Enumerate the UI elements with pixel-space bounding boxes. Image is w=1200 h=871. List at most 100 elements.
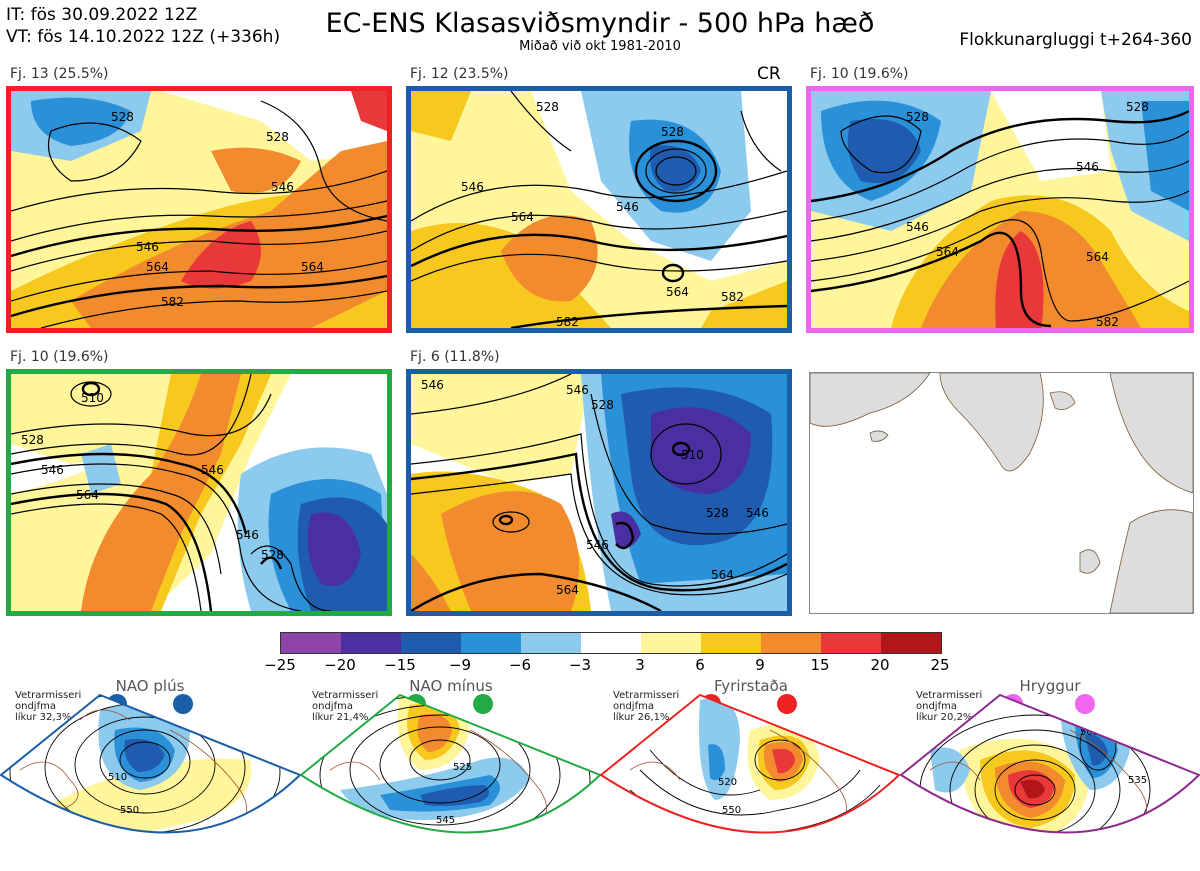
svg-text:564: 564 <box>301 260 324 274</box>
svg-text:560: 560 <box>737 832 756 843</box>
svg-text:505: 505 <box>1080 727 1099 738</box>
regime-3-map: 520 550 560 <box>601 695 899 843</box>
regime-3-name: Fyrirstaða <box>714 677 788 695</box>
regime-1-map: 510 550 <box>1 695 300 833</box>
svg-text:546: 546 <box>421 378 444 392</box>
cluster-map-5: 546 546 528 510 528 546 546 564 564 <box>406 369 792 616</box>
svg-text:520: 520 <box>718 777 737 788</box>
colorbar-swatch <box>401 633 461 653</box>
colorbar-swatch <box>521 633 581 653</box>
regime-2-map: 525 545 565 <box>301 695 600 862</box>
svg-text:546: 546 <box>746 506 769 520</box>
svg-text:528: 528 <box>906 110 929 124</box>
regime-3-info-line: ondjfma <box>613 701 654 712</box>
regime-4-name: Hryggur <box>1019 677 1081 695</box>
svg-text:528: 528 <box>661 125 684 139</box>
svg-text:525: 525 <box>453 762 472 773</box>
svg-text:582: 582 <box>1096 315 1119 328</box>
regime-4-info-line: ondjfma <box>916 701 957 712</box>
svg-text:546: 546 <box>586 538 609 552</box>
page-title: EC-ENS Klasasviðsmyndir - 500 hPa hæð <box>325 8 875 39</box>
panel-2-label: Fj. 12 (23.5%) <box>410 66 509 82</box>
svg-text:528: 528 <box>706 506 729 520</box>
svg-text:564: 564 <box>76 488 99 502</box>
colorbar <box>280 632 942 654</box>
colorbar-swatch <box>641 633 701 653</box>
svg-text:528: 528 <box>21 433 44 447</box>
svg-text:560: 560 <box>1093 836 1112 847</box>
colorbar-swatch <box>701 633 761 653</box>
header-info: IT: fös 30.09.2022 12Z VT: fös 14.10.202… <box>6 4 280 48</box>
svg-text:545: 545 <box>436 815 455 826</box>
colorbar-tick: −25 <box>264 656 296 674</box>
svg-text:546: 546 <box>201 463 224 477</box>
panel-3-label: Fj. 10 (19.6%) <box>810 66 909 82</box>
colorbar-tick: −6 <box>508 656 532 674</box>
svg-text:564: 564 <box>556 583 579 597</box>
colorbar-tick: 3 <box>635 656 645 674</box>
svg-text:528: 528 <box>1126 100 1149 114</box>
colorbar-swatch <box>281 633 341 653</box>
regime-1-name: NAO plús <box>115 677 185 695</box>
colorbar-tick: 9 <box>755 656 765 674</box>
regime-3-info: Vetrarmisseri ondjfma líkur 26,1% <box>613 690 679 723</box>
cluster-map-4: 528 510 546 546 564 546 528 <box>6 369 392 616</box>
regime-4-dot <box>1075 694 1095 714</box>
svg-text:528: 528 <box>111 110 134 124</box>
svg-text:528: 528 <box>591 398 614 412</box>
regime-1-info: Vetrarmisseri ondjfma líkur 32,3% <box>15 690 81 723</box>
regime-maps: 510 550 525 545 565 <box>0 693 1200 862</box>
svg-text:546: 546 <box>906 220 929 234</box>
regime-2-info: Vetrarmisseri ondjfma líkur 21,4% <box>312 690 378 723</box>
panel-4-label: Fj. 10 (19.6%) <box>10 349 109 365</box>
colorbar-tick: 6 <box>695 656 705 674</box>
svg-text:528: 528 <box>266 130 289 144</box>
colorbar-swatch <box>341 633 401 653</box>
svg-text:565: 565 <box>446 851 465 862</box>
colorbar-swatch <box>761 633 821 653</box>
colorbar-swatch <box>881 633 941 653</box>
cluster-map-3: 528 528 546 546 564 564 582 <box>806 86 1194 333</box>
svg-text:582: 582 <box>721 290 744 304</box>
svg-text:546: 546 <box>1076 160 1099 174</box>
svg-text:546: 546 <box>566 383 589 397</box>
svg-text:546: 546 <box>616 200 639 214</box>
svg-text:564: 564 <box>1086 250 1109 264</box>
colorbar-tick: −15 <box>384 656 416 674</box>
regime-2-border <box>299 693 602 834</box>
svg-text:564: 564 <box>936 245 959 259</box>
svg-text:510: 510 <box>81 391 104 405</box>
svg-text:546: 546 <box>136 240 159 254</box>
svg-text:546: 546 <box>271 180 294 194</box>
svg-text:550: 550 <box>120 805 139 816</box>
regime-2-dot <box>473 694 493 714</box>
regime-4-info-line: Vetrarmisseri <box>916 690 983 701</box>
colorbar-swatch <box>581 633 641 653</box>
svg-text:564: 564 <box>711 568 734 582</box>
panel-5-label: Fj. 6 (11.8%) <box>410 349 500 365</box>
reference-map <box>809 372 1194 614</box>
svg-text:528: 528 <box>536 100 559 114</box>
regime-1-border <box>0 693 302 834</box>
regime-1-info-line: Vetrarmisseri <box>15 690 82 701</box>
regime-3-info-line: Vetrarmisseri <box>613 690 680 701</box>
colorbar-tick: 20 <box>870 656 890 674</box>
svg-text:564: 564 <box>146 260 169 274</box>
cluster-map-1: 528 528 546 546 564 564 582 <box>6 86 392 333</box>
svg-text:528: 528 <box>261 548 284 562</box>
svg-text:535: 535 <box>1128 775 1147 786</box>
svg-text:564: 564 <box>511 210 534 224</box>
valid-time: VT: fös 14.10.2022 12Z (+336h) <box>6 27 281 47</box>
regime-4-border <box>899 693 1200 834</box>
page-subtitle: Miðað við okt 1981-2010 <box>519 39 681 54</box>
colorbar-tick: −3 <box>568 656 592 674</box>
regime-2-info-line: Vetrarmisseri <box>312 690 379 701</box>
colorbar-tick: −20 <box>324 656 356 674</box>
panel-1-label: Fj. 13 (25.5%) <box>10 66 109 82</box>
svg-text:510: 510 <box>108 772 127 783</box>
svg-text:510: 510 <box>681 448 704 462</box>
regime-3-dot <box>777 694 797 714</box>
regime-2-info-line: ondjfma <box>312 701 353 712</box>
colorbar-swatch <box>461 633 521 653</box>
regime-1-dot <box>173 694 193 714</box>
